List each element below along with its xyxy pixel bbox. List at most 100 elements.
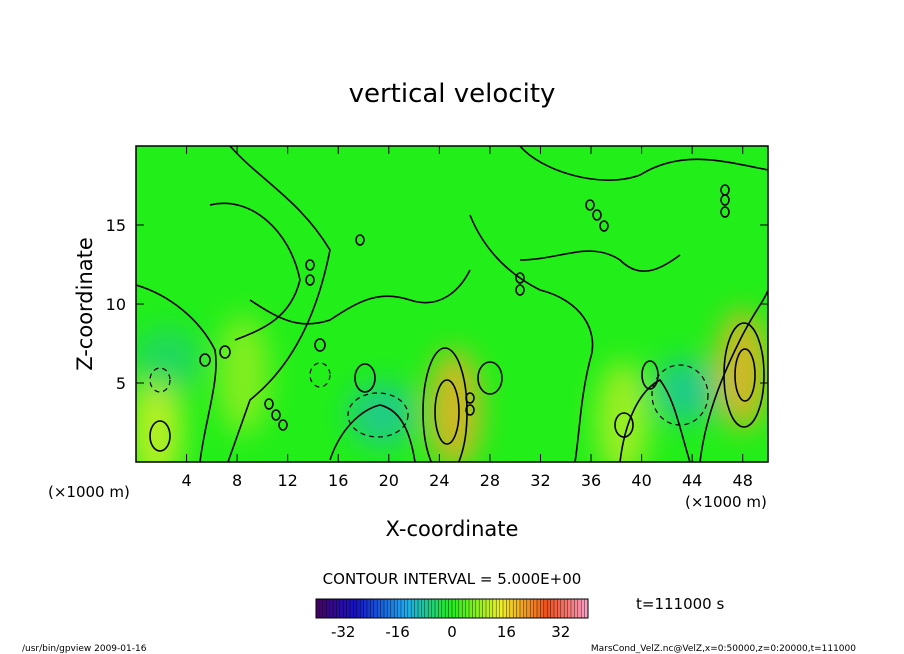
small-cell: [465, 392, 475, 404]
colorbar-tick-label: 16: [497, 623, 516, 641]
small-cell: [199, 353, 211, 367]
x-tick-label: 32: [530, 471, 550, 490]
small-cell: [720, 206, 730, 218]
colorbar-cell: [557, 599, 562, 618]
x-tick-label: 12: [278, 471, 298, 490]
colorbar-cell: [411, 599, 415, 618]
footer-left: /usr/bin/gpview 2009-01-16: [22, 644, 147, 654]
x-tick-label: 36: [581, 471, 601, 490]
y-tick-label: 10: [106, 295, 126, 314]
small-cell: [515, 272, 525, 284]
x-tick-label: 8: [232, 471, 242, 490]
colorbar-cell: [509, 599, 514, 618]
colorbar-cell: [455, 599, 460, 618]
small-cell: [264, 398, 274, 410]
colorbar-cell: [448, 599, 453, 618]
colorbar-cell: [567, 599, 572, 618]
colorbar-cell: [574, 599, 579, 618]
chart-title: vertical velocity: [349, 79, 556, 109]
small-cell: [278, 419, 288, 431]
colorbar-cell: [370, 599, 375, 618]
colorbar-cell: [486, 599, 490, 618]
colorbar-cell: [373, 599, 378, 618]
contour-line: [249, 269, 471, 325]
x-tick-label: 16: [328, 471, 348, 490]
colorbar-cell: [377, 599, 381, 618]
colorbar-cell: [533, 599, 538, 618]
colorbar-cell: [564, 599, 568, 618]
updraft-contour: [434, 379, 460, 445]
plot-area: [136, 146, 768, 462]
colorbar-cell: [499, 599, 504, 618]
colorbar-cell: [492, 599, 497, 618]
colorbar-cell: [489, 599, 494, 618]
colorbar-cell: [401, 599, 405, 618]
small-cell: [355, 234, 365, 246]
colorbar-cell: [465, 599, 470, 618]
colorbar-cell: [462, 599, 466, 618]
contour-interval-label: CONTOUR INTERVAL = 5.000E+00: [323, 570, 582, 588]
colorbar-cell: [506, 599, 511, 618]
colorbar-cell: [424, 599, 429, 618]
colorbar-cell: [554, 599, 558, 618]
contour-line: [329, 404, 416, 462]
x-unit-label-left: (×1000 m): [48, 483, 130, 501]
colorbar-cell: [329, 599, 334, 618]
colorbar-cell: [316, 599, 320, 618]
colorbar-tick-label: -32: [331, 623, 356, 641]
colorbar-cell: [523, 599, 528, 618]
colorbar-cell: [577, 599, 582, 618]
colorbar-cell: [404, 599, 409, 618]
contour-line: [619, 378, 691, 462]
colorbar-cell: [350, 599, 354, 618]
x-tick-label: 40: [631, 471, 651, 490]
colorbar-cell: [482, 599, 487, 618]
small-cell: [219, 345, 231, 359]
colorbar-ticks: -32 -16 0 16 32: [331, 623, 570, 641]
colorbar-cell: [543, 599, 548, 618]
colorbar-tick-label: 32: [551, 623, 570, 641]
colorbar-tick-label: -16: [385, 623, 410, 641]
contour-line: [469, 214, 594, 462]
x-tick-label: 20: [379, 471, 399, 490]
small-cell: [515, 284, 525, 296]
x-axis-ticks: 4 8 12 16 20 24 28 32 36 40 44 48: [181, 146, 753, 490]
colorbar-cell: [390, 599, 395, 618]
updraft-contour: [149, 420, 171, 452]
contour-line: [209, 202, 301, 341]
negative-contours: [149, 362, 709, 438]
colorbar-cell: [418, 599, 422, 618]
colorbar-cell: [343, 599, 347, 618]
small-cell: [271, 409, 281, 421]
colorbar-cell: [479, 599, 483, 618]
colorbar-cell: [452, 599, 456, 618]
updraft-shade: [428, 349, 481, 462]
updraft-contour: [641, 360, 659, 390]
footer-right: MarsCond_VelZ.nc@VelZ,x=0:50000,z=0:2000…: [591, 644, 856, 654]
colorbar-cell: [407, 599, 412, 618]
colorbar-cell: [380, 599, 385, 618]
small-cell: [599, 220, 609, 232]
small-cell: [314, 338, 326, 352]
colorbar-frame: [315, 598, 589, 619]
colorbar-cell: [421, 599, 426, 618]
colorbar-cell: [540, 599, 545, 618]
colorbar-cell: [346, 599, 351, 618]
colorbar-tick-label: 0: [447, 623, 457, 641]
colorbar-cell: [475, 599, 480, 618]
colorbar-cell: [520, 599, 524, 618]
downdraft-shade: [651, 358, 720, 423]
contour-line: [519, 146, 768, 181]
x-tick-label: 44: [682, 471, 702, 490]
colorbar-cell: [513, 599, 517, 618]
updraft-shade: [217, 315, 270, 436]
small-cell: [354, 363, 376, 393]
colorbar-cell: [503, 599, 507, 618]
colorbar-cell: [472, 599, 477, 618]
x-tick-label: 28: [480, 471, 500, 490]
colorbar-cell: [360, 599, 364, 618]
colorbar-cell: [428, 599, 432, 618]
contour-lines: [136, 146, 768, 462]
contour-line: [699, 289, 768, 462]
